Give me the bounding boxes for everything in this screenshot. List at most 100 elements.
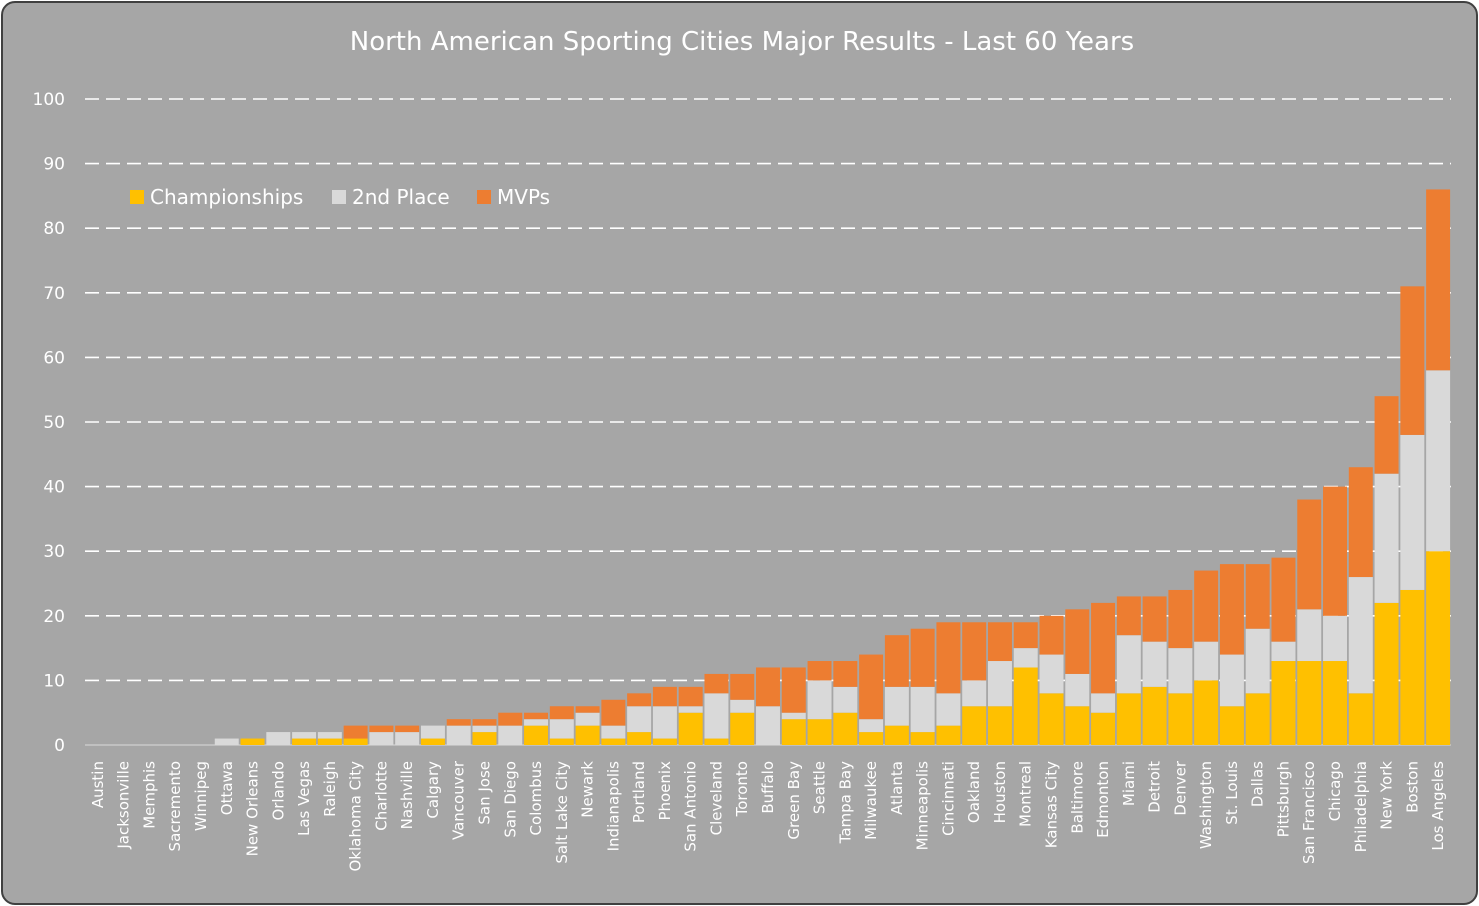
bar-segment-championships	[781, 719, 806, 745]
y-tick-label: 0	[54, 736, 65, 756]
bar-segment-championships	[1116, 693, 1141, 745]
bar-segment-mvps	[936, 622, 961, 694]
bar-segment-mvps	[395, 725, 420, 733]
category-label: Los Angeles	[1429, 761, 1447, 851]
bar-segment-2nd-place	[1271, 641, 1296, 662]
category-label: Baltimore	[1068, 761, 1086, 834]
category-label: Seattle	[811, 761, 829, 814]
bar-segment-2nd-place	[1091, 693, 1116, 713]
bar-segment-championships	[420, 738, 445, 745]
legend-swatch	[130, 190, 144, 204]
category-label: San Jose	[475, 761, 493, 825]
bar-segment-championships	[1013, 667, 1038, 745]
y-tick-label: 60	[43, 348, 65, 368]
bar-segment-2nd-place	[1245, 628, 1270, 694]
bar-segment-2nd-place	[1400, 434, 1425, 590]
bar-segment-2nd-place	[807, 680, 832, 720]
chart-title: North American Sporting Cities Major Res…	[350, 27, 1134, 57]
category-label: Indianapolis	[604, 761, 622, 852]
category-label: Toronto	[733, 761, 751, 817]
bar-segment-mvps	[549, 706, 574, 720]
bar-segment-2nd-place	[420, 725, 445, 739]
bar-segment-2nd-place	[1194, 641, 1219, 681]
bar-segment-mvps	[1323, 486, 1348, 616]
y-tick-label: 80	[43, 219, 65, 239]
category-label: Milwaukee	[862, 761, 880, 840]
y-tick-label: 40	[43, 478, 65, 498]
category-label: Memphis	[140, 761, 158, 829]
bar-segment-championships	[936, 725, 961, 745]
bar-segment-2nd-place	[549, 719, 574, 739]
bar-segment-2nd-place	[214, 738, 239, 745]
y-tick-label: 70	[43, 284, 65, 304]
bar-segment-2nd-place	[1323, 615, 1348, 662]
bar-segment-championships	[1348, 693, 1373, 745]
category-label: Portland	[630, 761, 648, 823]
bar-segment-championships	[627, 732, 652, 745]
category-label: Kansas City	[1043, 761, 1061, 848]
legend-label: MVPs	[497, 185, 550, 209]
bar-segment-2nd-place	[1374, 473, 1399, 603]
bar-segment-mvps	[1168, 589, 1193, 649]
bar-segment-2nd-place	[1168, 648, 1193, 694]
bar-segment-mvps	[472, 719, 497, 726]
bar-segment-championships	[292, 738, 317, 745]
bar-segment-championships	[549, 738, 574, 745]
bar-segment-mvps	[781, 667, 806, 713]
bar-segment-championships	[1297, 661, 1322, 745]
bar-segment-mvps	[1065, 609, 1090, 674]
bar-segment-championships	[1271, 661, 1296, 745]
bar-segment-mvps	[756, 667, 780, 707]
category-label: Montreal	[1017, 761, 1035, 827]
bar-segment-mvps	[601, 699, 626, 726]
bar-segment-2nd-place	[524, 719, 549, 726]
category-label: Vancouver	[450, 760, 468, 840]
bar-segment-2nd-place	[317, 732, 342, 739]
bar-segment-2nd-place	[859, 719, 884, 733]
category-label: Washington	[1197, 761, 1215, 849]
category-label: Denver	[1171, 760, 1189, 815]
bar-segment-2nd-place	[962, 680, 987, 707]
category-label: Newark	[579, 761, 597, 818]
y-tick-label: 10	[43, 671, 65, 691]
legend-label: Championships	[150, 185, 303, 209]
bar-segment-championships	[704, 738, 729, 745]
bar-segment-mvps	[833, 661, 858, 687]
y-tick-label: 100	[33, 90, 65, 110]
category-label: Salt Lake City	[553, 761, 571, 864]
bar-segment-2nd-place	[987, 661, 1012, 707]
bar-segment-mvps	[884, 635, 909, 687]
bar-segment-2nd-place	[936, 693, 961, 726]
bar-segment-2nd-place	[292, 732, 317, 739]
category-label: Ottawa	[218, 761, 236, 815]
bar-segment-mvps	[627, 693, 652, 707]
bar-segment-2nd-place	[730, 699, 755, 713]
bar-segment-mvps	[575, 706, 600, 713]
bar-segment-championships	[807, 719, 832, 745]
category-label: Dallas	[1249, 761, 1267, 807]
bar-segment-championships	[1039, 693, 1064, 745]
bar-segment-championships	[240, 738, 265, 745]
y-tick-label: 90	[43, 155, 65, 175]
category-label: San Francisco	[1300, 761, 1318, 864]
bar-segment-championships	[833, 712, 858, 745]
bar-segment-2nd-place	[446, 725, 471, 745]
bar-segment-championships	[472, 732, 497, 745]
category-label: Chicago	[1326, 761, 1344, 821]
category-label: Jacksonville	[115, 761, 133, 850]
bar-segment-championships	[1374, 602, 1399, 745]
bar-segment-mvps	[1297, 499, 1322, 610]
bar-segment-2nd-place	[678, 706, 703, 713]
bar-segment-championships	[1245, 693, 1270, 745]
bar-segment-2nd-place	[498, 725, 523, 745]
bar-segment-championships	[1400, 589, 1425, 745]
category-label: Minneapolis	[914, 761, 932, 851]
bar-segment-mvps	[1374, 396, 1399, 474]
bar-segment-mvps	[1194, 570, 1219, 642]
category-label: St. Louis	[1223, 761, 1241, 825]
category-label: Cincinnati	[939, 761, 957, 836]
bar-segment-2nd-place	[1142, 641, 1167, 687]
bar-segment-2nd-place	[781, 712, 806, 720]
category-label: Charlotte	[372, 761, 390, 831]
bar-segment-2nd-place	[1348, 577, 1373, 694]
